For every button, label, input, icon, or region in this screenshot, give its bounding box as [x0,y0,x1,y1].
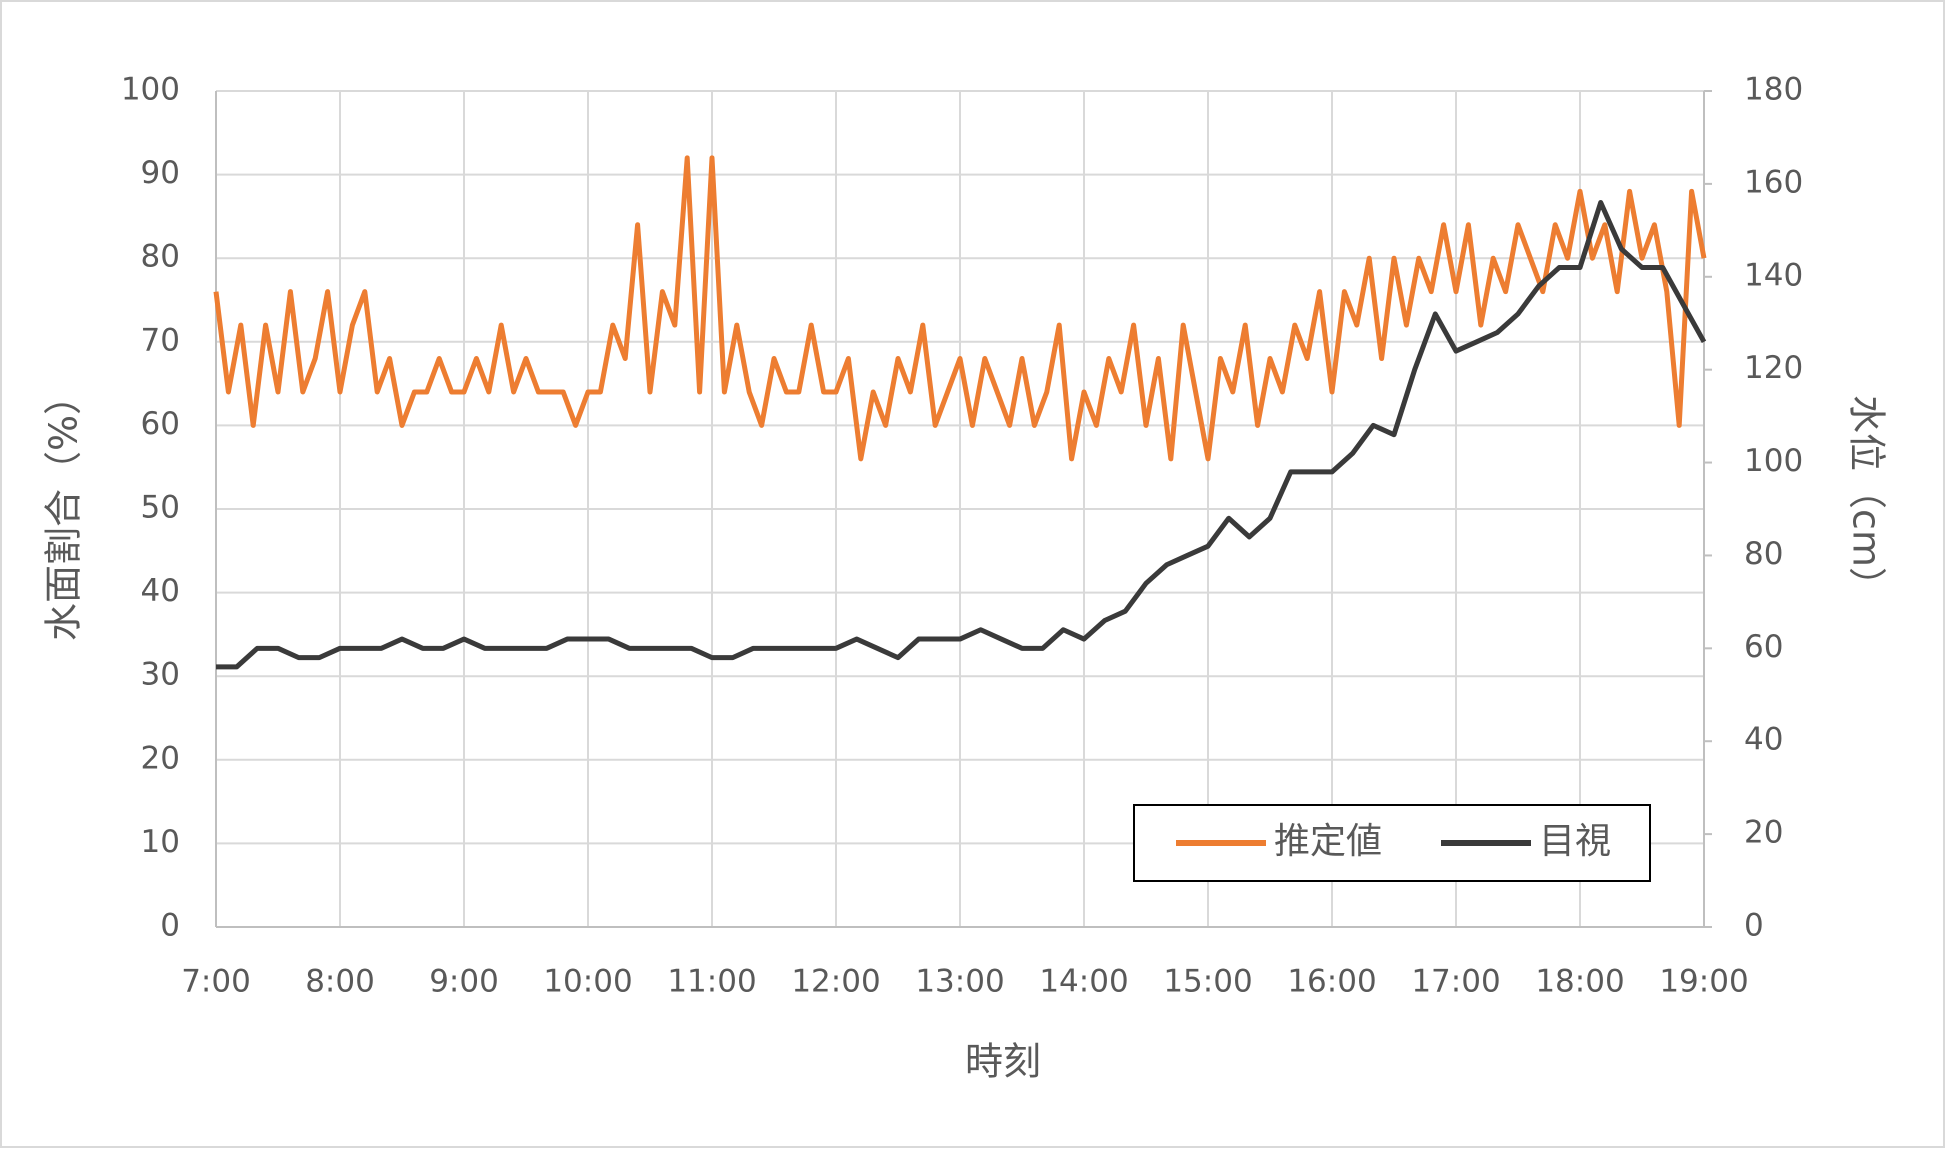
x-tick-label: 11:00 [667,964,756,1000]
series-line [216,199,1707,670]
y-tick-label: 80 [141,239,180,275]
x-tick-label: 12:00 [791,964,880,1000]
x-tick-label: 8:00 [305,964,375,1000]
y2-tick-label: 160 [1744,164,1803,200]
legend-label: 目視 [1539,821,1611,862]
y-axis-label: 水面割合（%） [42,377,86,641]
x-axis-label: 時刻 [965,1040,1041,1084]
y-tick-label: 50 [141,490,180,526]
x-tick-label: 14:00 [1039,964,1128,1000]
y2-tick-label: 40 [1744,722,1783,758]
y2-tick-label: 140 [1744,257,1803,293]
y-tick-label: 30 [141,657,180,693]
y-tick-label: 100 [121,72,180,108]
x-tick-label: 10:00 [543,964,632,1000]
y2-tick-label: 120 [1744,350,1803,386]
series-line [213,155,1707,462]
y-tick-label: 70 [141,322,180,358]
y-tick-label: 20 [141,740,180,776]
y-tick-label: 60 [141,406,180,442]
x-tick-label: 13:00 [915,964,1004,1000]
y-tick-label: 40 [141,573,180,609]
y-tick-label: 0 [160,908,180,944]
x-tick-label: 15:00 [1163,964,1252,1000]
legend-label: 推定値 [1274,821,1382,862]
x-tick-label: 18:00 [1535,964,1624,1000]
x-tick-label: 19:00 [1659,964,1748,1000]
y2-axis-label: 水位（cm） [1845,395,1889,605]
y2-tick-label: 20 [1744,815,1783,851]
x-tick-label: 9:00 [429,964,499,1000]
y-tick-label: 90 [141,155,180,191]
y2-tick-label: 180 [1744,72,1803,108]
y2-tick-label: 100 [1744,443,1803,479]
x-tick-label: 7:00 [181,964,251,1000]
y2-tick-label: 60 [1744,629,1783,665]
y2-tick-label: 80 [1744,536,1783,572]
x-tick-label: 16:00 [1287,964,1376,1000]
y-tick-label: 10 [141,824,180,860]
x-tick-label: 17:00 [1411,964,1500,1000]
y2-tick-label: 0 [1744,908,1764,944]
